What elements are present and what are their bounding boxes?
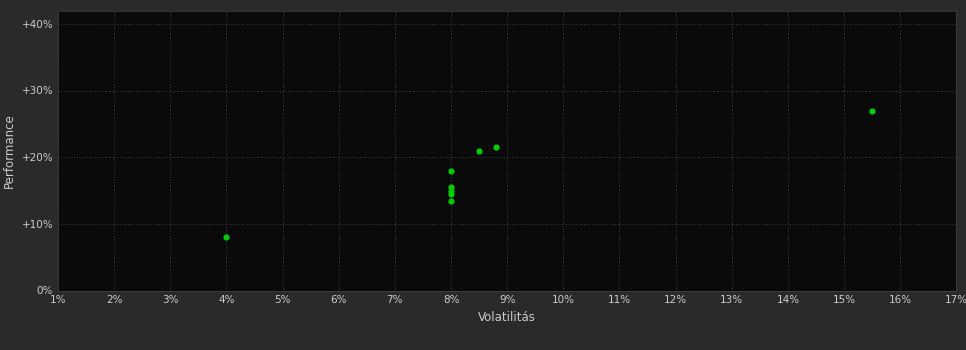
Point [218, 234, 234, 240]
Point [488, 144, 503, 150]
Point [443, 184, 459, 190]
Y-axis label: Performance: Performance [3, 113, 15, 188]
Point [443, 191, 459, 197]
Point [865, 108, 880, 113]
Point [443, 188, 459, 193]
Point [443, 168, 459, 173]
Point [471, 148, 487, 153]
Point [443, 198, 459, 203]
X-axis label: Volatilitás: Volatilitás [478, 311, 536, 324]
